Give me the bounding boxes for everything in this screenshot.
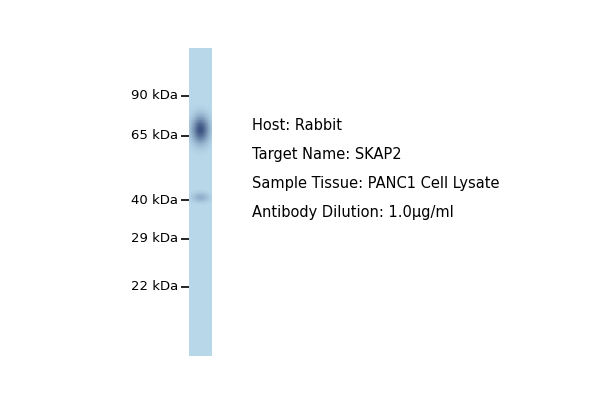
Text: Host: Rabbit: Host: Rabbit <box>252 118 342 132</box>
Bar <box>189 48 212 356</box>
Text: 29 kDa: 29 kDa <box>131 232 178 246</box>
Text: Antibody Dilution: 1.0µg/ml: Antibody Dilution: 1.0µg/ml <box>252 205 454 220</box>
Text: 22 kDa: 22 kDa <box>131 280 178 293</box>
Text: 90 kDa: 90 kDa <box>131 89 178 102</box>
Text: Target Name: SKAP2: Target Name: SKAP2 <box>252 147 401 162</box>
Text: Sample Tissue: PANC1 Cell Lysate: Sample Tissue: PANC1 Cell Lysate <box>252 176 499 191</box>
Text: 40 kDa: 40 kDa <box>131 194 178 207</box>
Text: 65 kDa: 65 kDa <box>131 129 178 142</box>
